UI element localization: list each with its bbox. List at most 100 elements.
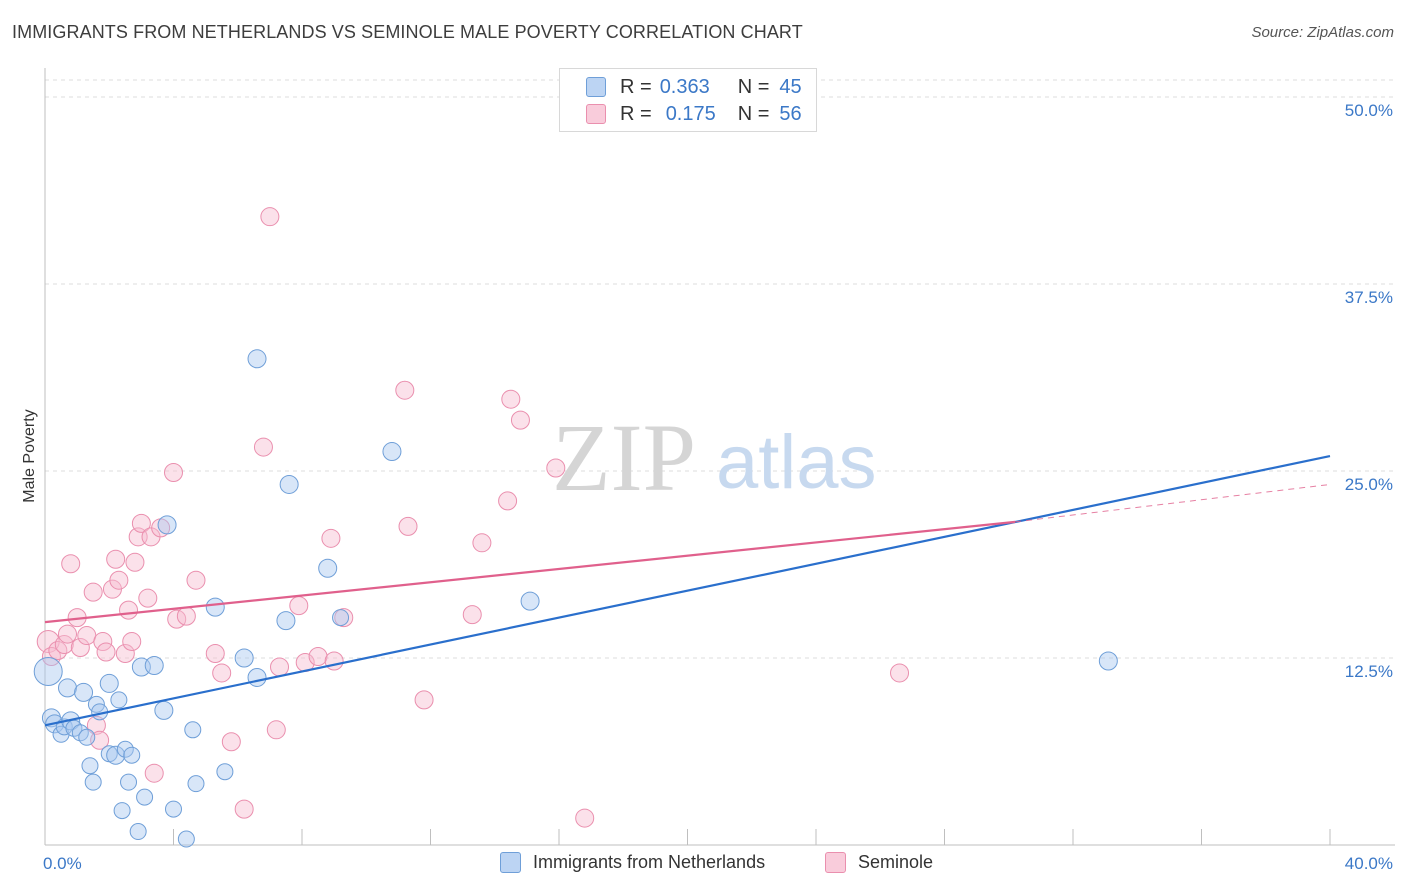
seminole-point [115,644,135,664]
grid-lines [45,79,1395,659]
seminole-point [498,491,518,511]
netherlands-point [136,788,154,806]
seminole-points [36,207,910,828]
netherlands-point [110,691,128,709]
seminole-trend-line [44,520,1016,624]
bottom-legend-label: Seminole [858,852,934,872]
seminole-point [131,513,151,533]
netherlands-point [129,823,147,841]
seminole-point [270,657,290,677]
netherlands-point [247,349,267,369]
netherlands-point [234,648,254,668]
netherlands-point [106,745,126,765]
y-tick-label: 50.0% [1345,101,1393,120]
watermark-atlas: atlas [716,420,877,505]
seminole-point [205,644,225,664]
seminole-point [106,549,126,569]
netherlands-point [154,700,174,720]
netherlands-point [33,656,63,686]
seminole-point [234,799,254,819]
watermark: ZIP atlas [552,404,877,511]
netherlands-point [113,802,131,820]
netherlands-point [78,728,96,746]
seminole-point [186,570,206,590]
netherlands-point [382,442,402,462]
netherlands-point [123,746,141,764]
seminole-point [57,624,77,644]
pink-swatch [825,852,846,873]
seminole-point [308,647,328,667]
seminole-point [398,516,418,536]
legend-n-value: 56 [779,102,802,125]
netherlands-point [120,773,138,791]
seminole-point [510,410,530,430]
y-axis-label: Male Poverty [21,409,38,502]
bottom-legend-label: Immigrants from Netherlands [533,852,766,872]
y-tick-label: 12.5% [1345,662,1393,681]
seminole-point [462,605,482,625]
watermark-zip: ZIP [552,404,696,511]
seminole-point [138,588,158,608]
seminole-point [253,437,273,457]
correlation-legend: R = 0.363 N = 45 R = 0.175 N = 56 [559,68,817,132]
seminole-point [395,380,415,400]
seminole-point [289,596,309,616]
legend-n-label: N = [737,75,770,98]
netherlands-point [57,678,77,698]
netherlands-point [99,673,119,693]
netherlands-points [33,349,1118,848]
legend-row-seminole: R = 0.175 N = 56 [586,102,802,126]
seminole-point [77,626,97,646]
seminole-point [93,632,113,652]
blue-swatch [500,852,521,873]
y-tick-label: 25.0% [1345,475,1393,494]
seminole-point [334,608,354,628]
legend-n-value: 45 [779,75,802,98]
x-tick-label: 40.0% [1345,854,1393,873]
bottom-legend-netherlands: Immigrants from Netherlands [500,852,765,873]
seminole-point [324,651,344,671]
netherlands-point [165,800,182,818]
netherlands-point [332,609,350,627]
netherlands-point [187,775,205,793]
trend-lines [44,454,1331,727]
netherlands-point [84,773,102,791]
seminole-point [472,533,492,553]
seminole-point [119,600,139,620]
seminole-point [260,207,280,227]
seminole-point [575,808,595,828]
legend-r-label: R = [620,102,652,125]
seminole-point [176,606,196,626]
seminole-point [86,715,106,735]
netherlands-point [279,474,299,494]
pink-swatch [586,104,606,124]
seminole-point [61,554,81,574]
seminole-point [321,528,341,548]
seminole-point [164,462,183,482]
seminole-point [83,582,103,602]
axes [44,68,1395,846]
seminole-point [144,763,164,783]
seminole-trend-extension [1015,483,1331,523]
netherlands-trend-line [44,454,1331,727]
seminole-point [54,635,74,655]
chart-title: IMMIGRANTS FROM NETHERLANDS VS SEMINOLE … [12,22,803,42]
legend-row-netherlands: R = 0.363 N = 45 [586,75,802,99]
seminole-point [501,389,521,409]
netherlands-point [216,763,234,781]
seminole-point [266,720,286,740]
netherlands-point [205,597,225,617]
blue-swatch [586,77,606,97]
seminole-point [109,570,129,590]
chart-source: Source: ZipAtlas.com [1251,24,1394,41]
bottom-legend-seminole: Seminole [825,852,933,873]
seminole-point [546,458,566,478]
netherlands-point [276,611,296,631]
y-tick-label: 37.5% [1345,288,1393,307]
netherlands-point [247,667,267,687]
seminole-point [96,642,116,662]
legend-r-value: 0.175 [665,102,716,125]
legend-n-label: N = [737,102,770,125]
seminole-point [890,663,910,683]
